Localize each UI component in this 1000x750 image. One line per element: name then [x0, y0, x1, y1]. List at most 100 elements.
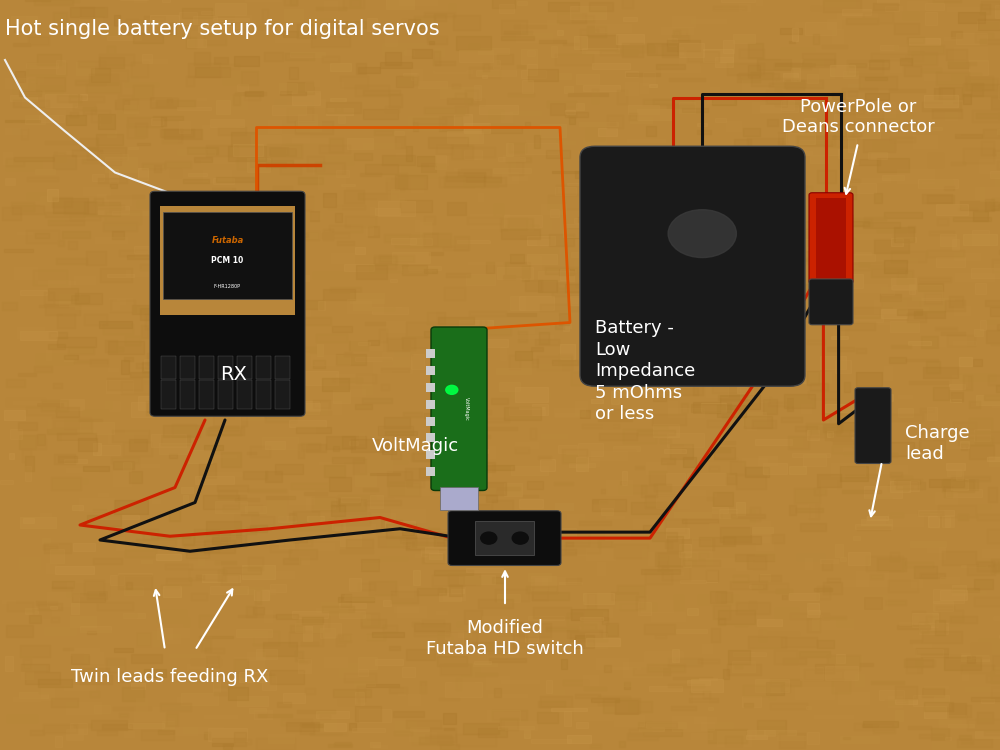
Bar — [21, 664, 49, 671]
Bar — [415, 554, 427, 557]
Bar — [749, 586, 762, 588]
Bar — [475, 521, 534, 555]
Bar — [52, 587, 72, 590]
Bar — [812, 268, 838, 272]
Bar — [397, 606, 426, 617]
Bar — [182, 280, 208, 293]
Bar — [497, 637, 528, 640]
Bar — [385, 36, 397, 46]
Bar — [363, 142, 400, 148]
Bar — [582, 227, 620, 242]
Bar — [292, 611, 328, 618]
Bar — [336, 636, 345, 646]
Bar — [126, 19, 144, 32]
Bar — [303, 626, 312, 640]
Bar — [823, 424, 842, 432]
Bar — [705, 301, 735, 313]
Bar — [842, 595, 856, 604]
Bar — [884, 414, 923, 422]
Bar — [42, 538, 50, 543]
Bar — [902, 234, 927, 244]
Bar — [276, 730, 296, 741]
Bar — [280, 167, 301, 175]
Bar — [745, 466, 769, 477]
Bar — [820, 238, 855, 243]
Bar — [255, 401, 279, 416]
Bar — [890, 298, 921, 302]
Bar — [234, 732, 246, 746]
Bar — [855, 252, 871, 254]
Bar — [163, 160, 180, 171]
Bar — [91, 720, 127, 730]
Bar — [825, 426, 850, 440]
Bar — [463, 723, 499, 734]
Bar — [851, 442, 869, 454]
Bar — [188, 450, 212, 464]
Bar — [772, 534, 784, 543]
Bar — [611, 392, 619, 404]
Bar — [791, 251, 820, 261]
Bar — [156, 554, 181, 560]
Bar — [816, 268, 824, 277]
Bar — [707, 234, 731, 249]
Bar — [795, 22, 808, 28]
Bar — [378, 426, 413, 435]
Bar — [789, 41, 795, 44]
Bar — [251, 135, 281, 146]
Bar — [876, 465, 884, 469]
Bar — [939, 548, 945, 559]
Bar — [500, 718, 518, 730]
Bar — [822, 45, 847, 47]
Bar — [6, 158, 24, 166]
Bar — [648, 382, 676, 389]
Bar — [870, 574, 883, 579]
Bar — [428, 137, 468, 148]
Bar — [836, 654, 845, 663]
Bar — [510, 254, 524, 263]
Bar — [287, 196, 313, 210]
Bar — [78, 438, 97, 452]
Bar — [322, 378, 349, 392]
Bar — [47, 189, 58, 202]
Bar — [866, 517, 885, 525]
Bar — [580, 410, 590, 418]
Bar — [275, 36, 311, 42]
Bar — [884, 261, 902, 268]
Bar — [64, 458, 87, 464]
Bar — [141, 464, 159, 466]
Bar — [221, 203, 244, 206]
Bar — [160, 703, 191, 711]
Bar — [358, 342, 370, 344]
Bar — [742, 78, 776, 93]
Bar — [66, 702, 101, 714]
Bar — [235, 115, 245, 128]
Bar — [938, 720, 961, 724]
Bar — [538, 280, 557, 292]
Bar — [64, 484, 77, 488]
Bar — [709, 523, 718, 529]
Bar — [378, 461, 407, 464]
Bar — [382, 448, 396, 454]
Bar — [97, 602, 133, 610]
Bar — [665, 224, 676, 226]
Bar — [57, 95, 81, 103]
Bar — [22, 92, 44, 106]
Bar — [395, 136, 405, 148]
Bar — [661, 66, 700, 71]
Bar — [276, 614, 298, 619]
Bar — [888, 485, 907, 490]
Bar — [575, 171, 614, 178]
Bar — [667, 105, 694, 108]
Bar — [748, 202, 756, 214]
Bar — [191, 593, 207, 600]
Bar — [525, 632, 538, 642]
Bar — [999, 250, 1000, 254]
Bar — [716, 327, 745, 333]
Bar — [834, 128, 861, 136]
Bar — [605, 530, 630, 540]
Bar — [624, 220, 632, 233]
Bar — [842, 9, 871, 15]
Bar — [852, 440, 866, 446]
Bar — [935, 620, 945, 635]
Bar — [915, 396, 952, 402]
